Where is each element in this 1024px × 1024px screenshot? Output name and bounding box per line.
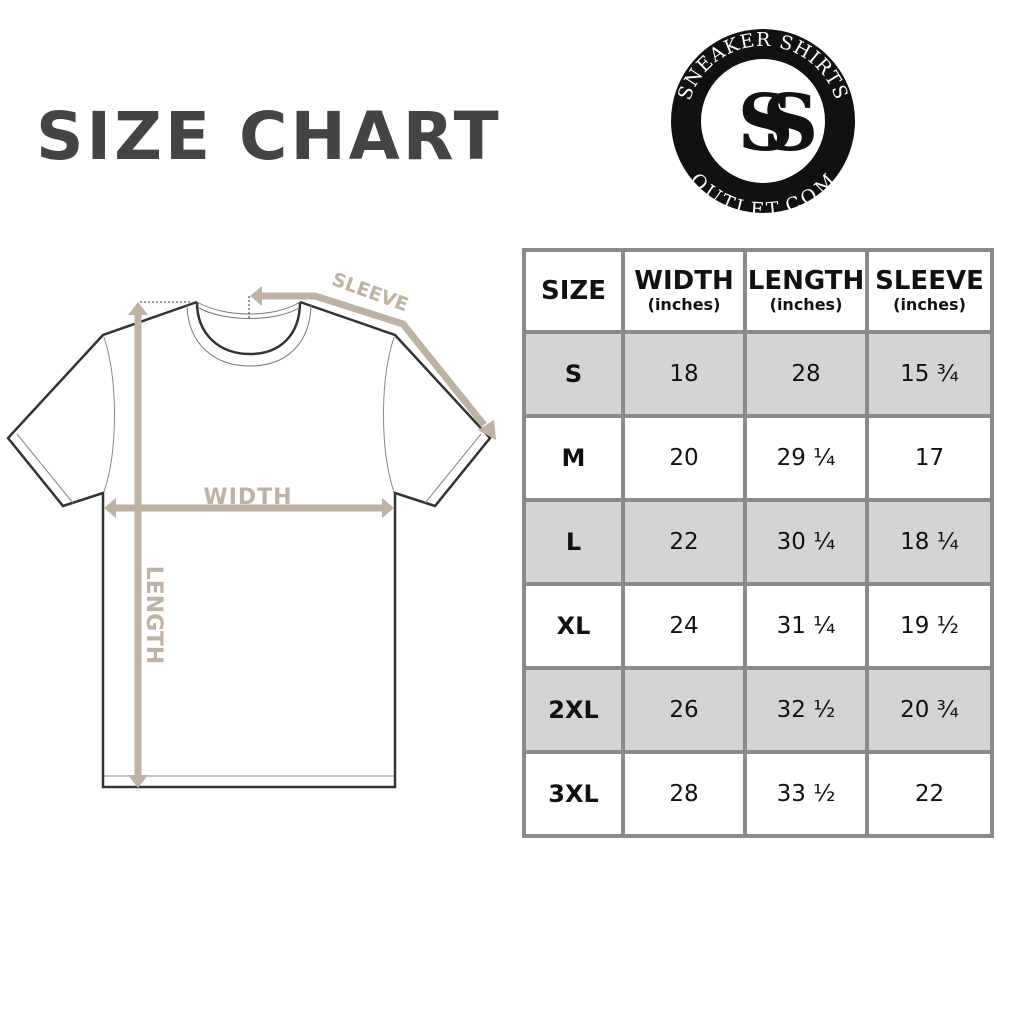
table-row: M 20 29 ¼ 17 <box>522 414 994 502</box>
sleeve-cell: 15 ¾ <box>865 330 994 418</box>
length-cell: 30 ¼ <box>743 498 869 586</box>
header-unit: (inches) <box>647 295 721 314</box>
header-sleeve: SLEEVE (inches) <box>865 248 994 334</box>
width-cell: 20 <box>621 414 747 502</box>
header-unit: (inches) <box>769 295 843 314</box>
sleeve-cell: 22 <box>865 750 994 838</box>
size-cell: L <box>522 498 625 586</box>
sleeve-label: SLEEVE <box>329 268 411 316</box>
tshirt-neckline <box>195 301 302 356</box>
header-label: SLEEVE <box>875 266 984 296</box>
width-cell: 26 <box>621 666 747 754</box>
header-size: SIZE <box>522 248 625 334</box>
width-cell: 22 <box>621 498 747 586</box>
tshirt-collar-outer <box>186 304 312 367</box>
header-label: LENGTH <box>747 266 865 296</box>
tshirt-collar-inner <box>198 307 300 319</box>
table-row: 3XL 28 33 ½ 22 <box>522 750 994 838</box>
sleeve-arrow <box>250 286 496 440</box>
length-cell: 32 ½ <box>743 666 869 754</box>
width-cell: 24 <box>621 582 747 670</box>
size-table: SIZE WIDTH (inches) LENGTH (inches) SLEEVE… <box>522 248 994 838</box>
width-arrow <box>104 498 394 518</box>
sleeve-cell: 17 <box>865 414 994 502</box>
tshirt-right-seam <box>383 336 395 493</box>
length-cell: 28 <box>743 330 869 418</box>
table-row: S 18 28 15 ¾ <box>522 330 994 418</box>
header-unit: (inches) <box>893 295 966 314</box>
header-width: WIDTH (inches) <box>621 248 747 334</box>
size-cell: 3XL <box>522 750 625 838</box>
header-length: LENGTH (inches) <box>743 248 869 334</box>
size-cell: S <box>522 330 625 418</box>
header-label: WIDTH <box>634 266 734 296</box>
tshirt-left-seam <box>103 336 115 493</box>
sleeve-cell: 19 ½ <box>865 582 994 670</box>
table-header-row: SIZE WIDTH (inches) LENGTH (inches) SLEEVE… <box>522 248 994 334</box>
length-label: LENGTH <box>141 566 166 665</box>
sleeve-cell: 20 ¾ <box>865 666 994 754</box>
table-row: L 22 30 ¼ 18 ¼ <box>522 498 994 586</box>
brand-logo: SNEAKER SHIRTS OUTLET.COM SS <box>671 29 855 221</box>
page-title: SIZE CHART <box>36 98 502 175</box>
tshirt-diagram: WIDTH LENGTH SLEEVE <box>6 268 496 789</box>
length-cell: 33 ½ <box>743 750 869 838</box>
length-cell: 29 ¼ <box>743 414 869 502</box>
size-cell: 2XL <box>522 666 625 754</box>
tshirt-outline <box>6 300 492 789</box>
table-row: XL 24 31 ¼ 19 ½ <box>522 582 994 670</box>
length-cell: 31 ¼ <box>743 582 869 670</box>
width-label: WIDTH <box>203 485 292 510</box>
length-arrow <box>128 302 148 788</box>
header-label: SIZE <box>540 276 606 306</box>
table-row: 2XL 26 32 ½ 20 ¾ <box>522 666 994 754</box>
size-cell: XL <box>522 582 625 670</box>
width-cell: 28 <box>621 750 747 838</box>
size-cell: M <box>522 414 625 502</box>
width-cell: 18 <box>621 330 747 418</box>
sleeve-cell: 18 ¼ <box>865 498 994 586</box>
